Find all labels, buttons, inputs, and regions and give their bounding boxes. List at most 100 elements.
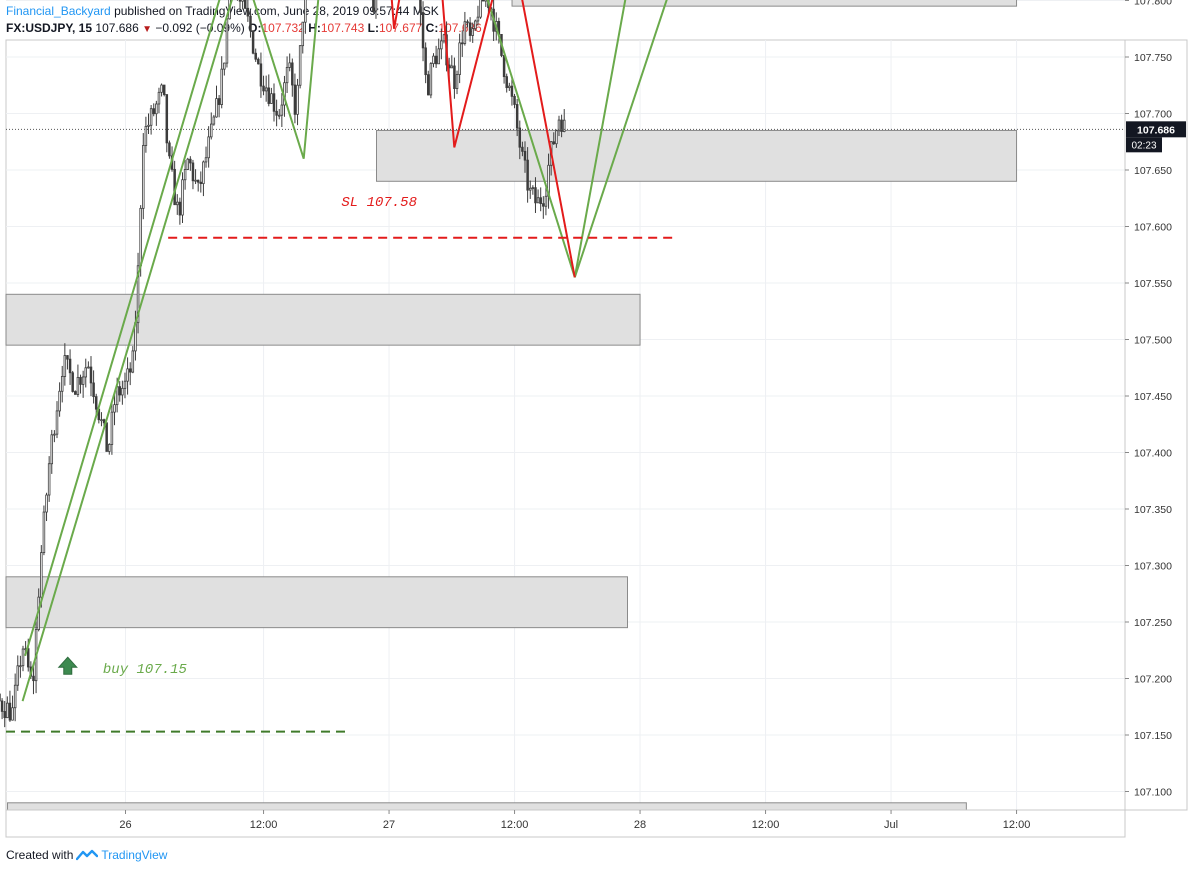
candle-body bbox=[280, 104, 284, 116]
candle-body bbox=[531, 187, 535, 190]
candle-body bbox=[534, 187, 537, 204]
candle-body bbox=[374, 0, 378, 12]
candle-body bbox=[204, 157, 208, 163]
candle-body bbox=[479, 0, 482, 18]
candle-body bbox=[544, 195, 548, 207]
candle-body bbox=[523, 150, 527, 161]
candle-body bbox=[6, 702, 9, 719]
candle-body bbox=[191, 162, 195, 182]
candle-body bbox=[40, 552, 43, 598]
candle-body bbox=[471, 28, 474, 36]
price-tick-label: 107.500 bbox=[1134, 335, 1172, 347]
candle-body bbox=[508, 85, 511, 89]
tradingview-link[interactable]: TradingView bbox=[101, 848, 168, 862]
candle-body bbox=[58, 390, 61, 412]
candle-body bbox=[8, 702, 12, 721]
candle-body bbox=[557, 119, 561, 132]
candle-body bbox=[178, 201, 182, 216]
candle-body bbox=[199, 181, 203, 185]
close-label: C: bbox=[425, 21, 439, 35]
candle-body bbox=[113, 404, 116, 413]
time-tick-label: 12:00 bbox=[501, 819, 529, 831]
candle-body bbox=[139, 207, 142, 267]
candle-body bbox=[123, 380, 127, 389]
candle-body bbox=[539, 197, 542, 205]
candle-body bbox=[165, 94, 169, 144]
candle-body bbox=[528, 187, 532, 191]
price-tick-label: 107.350 bbox=[1134, 504, 1172, 516]
candle-body bbox=[270, 93, 273, 104]
candle-body bbox=[510, 85, 514, 97]
countdown-tag-text: 02:23 bbox=[1131, 140, 1156, 151]
candle-body bbox=[285, 67, 289, 84]
buy-arrow-up-icon bbox=[57, 656, 78, 675]
candle-body bbox=[421, 12, 425, 49]
candle-body bbox=[450, 65, 454, 69]
candle-body bbox=[13, 684, 17, 709]
candle-body bbox=[542, 203, 545, 207]
candle-body bbox=[481, 0, 485, 2]
candle-body bbox=[272, 93, 276, 112]
candle-body bbox=[79, 376, 82, 385]
candle-body bbox=[458, 42, 461, 75]
candle-body bbox=[476, 16, 480, 22]
candle-body bbox=[53, 433, 56, 436]
candle-body bbox=[536, 197, 540, 204]
price-axis[interactable] bbox=[1124, 39, 1188, 811]
time-tick-label: 12:00 bbox=[250, 819, 278, 831]
candle-body bbox=[562, 119, 566, 132]
candle-body bbox=[186, 158, 189, 170]
candle-body bbox=[194, 179, 197, 182]
candle-body bbox=[246, 7, 250, 17]
publish-line: Financial_Backyard published on TradingV… bbox=[6, 4, 439, 18]
supply-demand-zone bbox=[376, 129, 1018, 182]
countdown-tag bbox=[1126, 137, 1162, 153]
candle-body bbox=[461, 42, 464, 45]
candle-body bbox=[155, 103, 158, 115]
supply-demand-zone bbox=[5, 576, 628, 629]
candle-body bbox=[291, 62, 294, 86]
candle-body bbox=[251, 30, 255, 54]
candle-body bbox=[466, 21, 469, 24]
candle-body bbox=[47, 463, 51, 496]
price-tick-label: 107.200 bbox=[1134, 674, 1172, 686]
candle-body bbox=[181, 179, 184, 216]
published-text: published on TradingView.com, June 28, 2… bbox=[114, 4, 439, 18]
candle-body bbox=[288, 62, 291, 68]
candle-body bbox=[100, 419, 103, 422]
candle-body bbox=[16, 665, 20, 686]
buy-level-label: buy 107.15 bbox=[103, 662, 188, 678]
candles-layer bbox=[0, 0, 566, 728]
open-value: 107.732 bbox=[261, 21, 305, 35]
candle-body bbox=[455, 74, 459, 89]
price-tick-label: 107.600 bbox=[1134, 222, 1172, 234]
time-axis[interactable] bbox=[5, 809, 1126, 838]
candle-body bbox=[196, 179, 200, 183]
candle-body bbox=[474, 20, 477, 30]
candle-body bbox=[555, 130, 558, 145]
candle-body bbox=[42, 511, 46, 554]
candle-body bbox=[11, 707, 14, 721]
candle-body bbox=[220, 68, 223, 105]
low-label: L: bbox=[367, 21, 379, 35]
candle-body bbox=[55, 410, 59, 435]
price-tick-label: 107.750 bbox=[1134, 52, 1172, 64]
sl-level-label: SL 107.58 bbox=[341, 195, 417, 211]
candle-body bbox=[71, 372, 74, 392]
candle-body bbox=[437, 48, 440, 65]
drawing-lines-layer bbox=[21, 0, 668, 702]
author-link[interactable]: Financial_Backyard bbox=[6, 4, 111, 18]
candle-body bbox=[68, 358, 72, 374]
price-tick-label: 107.300 bbox=[1134, 561, 1172, 573]
candle-body bbox=[264, 87, 268, 92]
candle-body bbox=[3, 711, 6, 719]
candle-body bbox=[526, 159, 529, 191]
candle-body bbox=[94, 396, 98, 410]
candle-body bbox=[81, 376, 85, 385]
candle-body bbox=[207, 136, 210, 159]
price-tick-label: 107.550 bbox=[1134, 278, 1172, 290]
price-tick-label: 107.400 bbox=[1134, 448, 1172, 460]
candle-body bbox=[157, 91, 161, 105]
high-label: H: bbox=[308, 21, 321, 35]
